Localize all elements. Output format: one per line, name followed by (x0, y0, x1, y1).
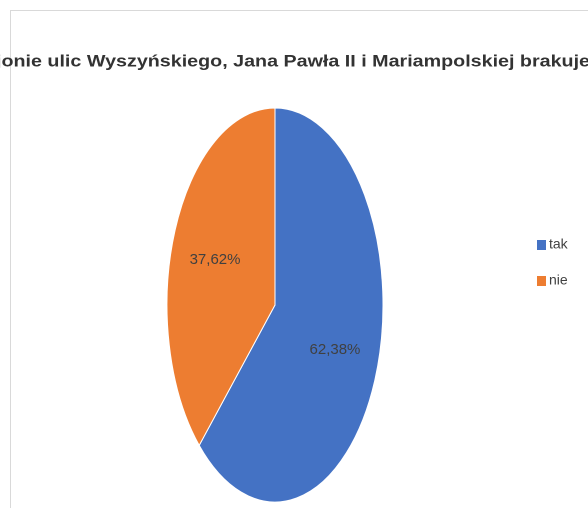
chart-title: jonie ulic Wyszyńskiego, Jana Pawła II i… (0, 51, 588, 70)
legend-label: nie (549, 272, 568, 288)
data-label: 62,38% (310, 341, 361, 358)
legend-swatch (537, 276, 546, 286)
legend-label: tak (549, 236, 569, 252)
legend-swatch (537, 240, 546, 250)
pie-slice (166, 107, 276, 447)
data-label: 37,62% (190, 251, 241, 268)
pie-slice (198, 107, 384, 503)
